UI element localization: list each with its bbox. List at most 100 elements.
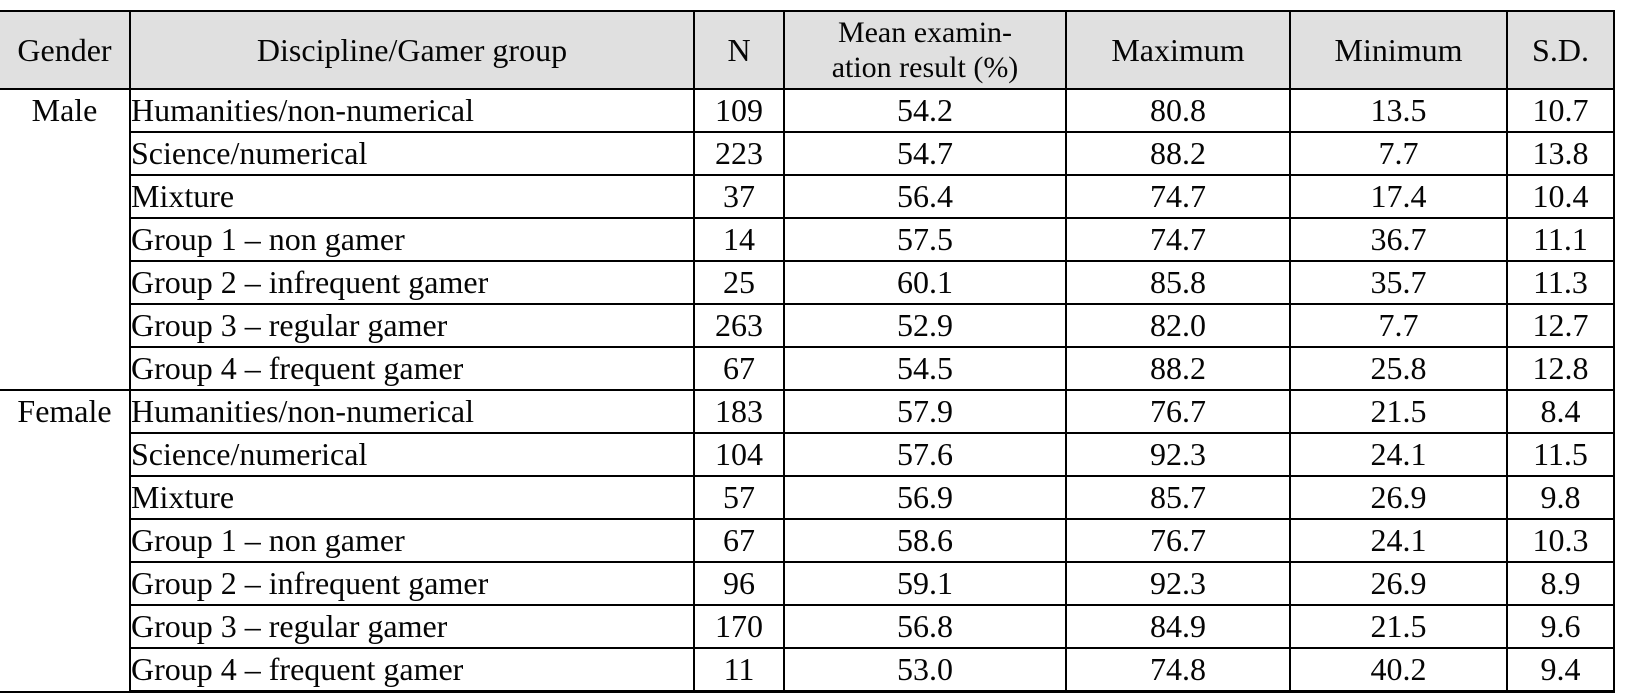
max-cell: 85.8	[1065, 260, 1291, 305]
header-row: Gender Discipline/Gamer group N Mean exa…	[0, 10, 1615, 90]
mean-cell: 56.8	[783, 604, 1067, 649]
max-cell: 76.7	[1065, 518, 1291, 563]
discipline-cell: Humanities/non-numerical	[129, 88, 695, 133]
mean-cell: 56.9	[783, 475, 1067, 520]
sd-cell: 10.4	[1506, 174, 1615, 219]
mean-cell: 57.6	[783, 432, 1067, 477]
table-row: Group 4 – frequent gamer 67 54.5 88.2 25…	[0, 346, 1615, 391]
column-header-mean-line2: ation result (%)	[831, 51, 1019, 84]
table-row: Group 1 – non gamer 67 58.6 76.7 24.1 10…	[0, 518, 1615, 563]
column-header-mean-line1: Mean examin-	[837, 16, 1013, 49]
mean-cell: 56.4	[783, 174, 1067, 219]
mean-cell: 58.6	[783, 518, 1067, 563]
min-cell: 13.5	[1289, 88, 1508, 133]
results-table: Gender Discipline/Gamer group N Mean exa…	[0, 10, 1615, 693]
max-cell: 74.7	[1065, 174, 1291, 219]
discipline-cell: Group 1 – non gamer	[129, 518, 695, 563]
mean-cell: 59.1	[783, 561, 1067, 606]
max-cell: 80.8	[1065, 88, 1291, 133]
sd-cell: 12.8	[1506, 346, 1615, 391]
sd-cell: 9.6	[1506, 604, 1615, 649]
n-cell: 37	[693, 174, 785, 219]
table-row: Group 2 – infrequent gamer 25 60.1 85.8 …	[0, 260, 1615, 305]
mean-cell: 60.1	[783, 260, 1067, 305]
min-cell: 21.5	[1289, 604, 1508, 649]
column-header-gender: Gender	[0, 10, 131, 90]
min-cell: 40.2	[1289, 647, 1508, 693]
min-cell: 26.9	[1289, 475, 1508, 520]
discipline-cell: Group 2 – infrequent gamer	[129, 561, 695, 606]
table-row: Group 1 – non gamer 14 57.5 74.7 36.7 11…	[0, 217, 1615, 262]
n-cell: 67	[693, 518, 785, 563]
min-cell: 21.5	[1289, 389, 1508, 434]
sd-cell: 11.3	[1506, 260, 1615, 305]
max-cell: 84.9	[1065, 604, 1291, 649]
max-cell: 88.2	[1065, 131, 1291, 176]
discipline-cell: Group 2 – infrequent gamer	[129, 260, 695, 305]
n-cell: 223	[693, 131, 785, 176]
column-header-sd: S.D.	[1506, 10, 1615, 90]
mean-cell: 54.2	[783, 88, 1067, 133]
n-cell: 170	[693, 604, 785, 649]
min-cell: 7.7	[1289, 303, 1508, 348]
sd-cell: 10.3	[1506, 518, 1615, 563]
mean-cell: 57.5	[783, 217, 1067, 262]
max-cell: 74.8	[1065, 647, 1291, 693]
min-cell: 17.4	[1289, 174, 1508, 219]
discipline-cell: Group 1 – non gamer	[129, 217, 695, 262]
max-cell: 74.7	[1065, 217, 1291, 262]
n-cell: 25	[693, 260, 785, 305]
min-cell: 35.7	[1289, 260, 1508, 305]
mean-cell: 57.9	[783, 389, 1067, 434]
sd-cell: 8.4	[1506, 389, 1615, 434]
table-row: Science/numerical 104 57.6 92.3 24.1 11.…	[0, 432, 1615, 477]
discipline-cell: Group 3 – regular gamer	[129, 604, 695, 649]
column-header-mean: Mean examin- ation result (%)	[783, 10, 1067, 90]
sd-cell: 9.8	[1506, 475, 1615, 520]
table-row: Mixture 57 56.9 85.7 26.9 9.8	[0, 475, 1615, 520]
table-header: Gender Discipline/Gamer group N Mean exa…	[0, 10, 1615, 90]
sd-cell: 13.8	[1506, 131, 1615, 176]
sd-cell: 11.1	[1506, 217, 1615, 262]
column-header-minimum: Minimum	[1289, 10, 1508, 90]
sd-cell: 10.7	[1506, 88, 1615, 133]
n-cell: 14	[693, 217, 785, 262]
n-cell: 96	[693, 561, 785, 606]
max-cell: 82.0	[1065, 303, 1291, 348]
n-cell: 109	[693, 88, 785, 133]
n-cell: 57	[693, 475, 785, 520]
min-cell: 26.9	[1289, 561, 1508, 606]
table-row: Group 4 – frequent gamer 11 53.0 74.8 40…	[0, 647, 1615, 693]
table-row: Group 3 – regular gamer 170 56.8 84.9 21…	[0, 604, 1615, 649]
sd-cell: 11.5	[1506, 432, 1615, 477]
mean-cell: 53.0	[783, 647, 1067, 693]
column-header-discipline: Discipline/Gamer group	[129, 10, 695, 90]
mean-cell: 54.5	[783, 346, 1067, 391]
gender-cell-male: Male	[0, 88, 131, 391]
column-header-maximum: Maximum	[1065, 10, 1291, 90]
min-cell: 24.1	[1289, 432, 1508, 477]
max-cell: 88.2	[1065, 346, 1291, 391]
table-row: Group 2 – infrequent gamer 96 59.1 92.3 …	[0, 561, 1615, 606]
n-cell: 104	[693, 432, 785, 477]
table-row: Female Humanities/non-numerical 183 57.9…	[0, 389, 1615, 693]
discipline-cell: Group 4 – frequent gamer	[129, 647, 695, 693]
max-cell: 76.7	[1065, 389, 1291, 434]
table-row: Mixture 37 56.4 74.7 17.4 10.4	[0, 174, 1615, 219]
column-header-n: N	[693, 10, 785, 90]
gender-cell-female: Female	[0, 389, 131, 693]
min-cell: 24.1	[1289, 518, 1508, 563]
min-cell: 7.7	[1289, 131, 1508, 176]
max-cell: 85.7	[1065, 475, 1291, 520]
max-cell: 92.3	[1065, 561, 1291, 606]
sd-cell: 12.7	[1506, 303, 1615, 348]
table-row: Science/numerical 223 54.7 88.2 7.7 13.8	[0, 131, 1615, 176]
n-cell: 263	[693, 303, 785, 348]
table-row: Male Humanities/non-numerical 109 54.2 8…	[0, 88, 1615, 391]
n-cell: 183	[693, 389, 785, 434]
sd-cell: 9.4	[1506, 647, 1615, 693]
n-cell: 67	[693, 346, 785, 391]
discipline-cell: Group 3 – regular gamer	[129, 303, 695, 348]
discipline-cell: Science/numerical	[129, 432, 695, 477]
max-cell: 92.3	[1065, 432, 1291, 477]
